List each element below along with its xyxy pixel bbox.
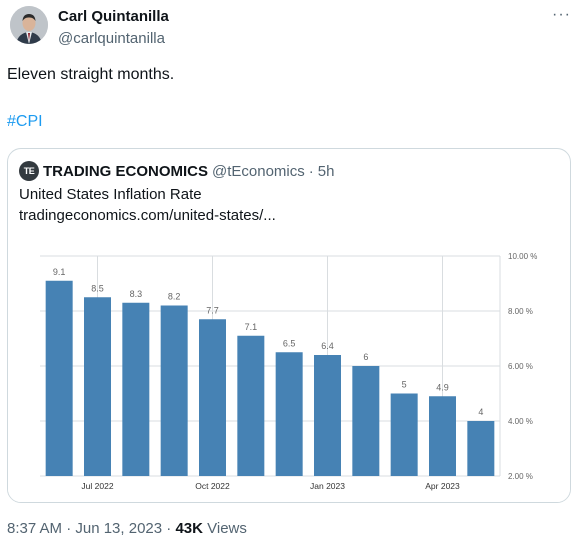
y-tick-label: 10.00 % <box>508 252 537 261</box>
quoted-tweet-header: TE TRADING ECONOMICS @tEconomics · 5h <box>19 161 334 181</box>
x-tick-label: Apr 2023 <box>425 481 460 491</box>
bar-value-label: 6.5 <box>283 338 296 348</box>
bar <box>199 319 226 476</box>
trading-economics-logo-icon: TE <box>19 161 39 181</box>
tweet-text: Eleven straight months. <box>7 66 175 83</box>
bar-value-label: 5 <box>402 380 407 390</box>
y-tick-label: 2.00 % <box>508 472 533 481</box>
bar <box>314 355 341 476</box>
author-display-name[interactable]: Carl Quintanilla <box>58 8 169 25</box>
y-tick-label: 6.00 % <box>508 362 533 371</box>
bar <box>352 366 380 476</box>
bar <box>275 352 303 476</box>
bar <box>237 335 265 476</box>
tweet-footer: 8:37 AM · Jun 13, 2023 · 43K Views <box>7 520 247 537</box>
bar <box>429 396 456 476</box>
quoted-separator: · <box>308 162 314 180</box>
bar-value-label: 7.7 <box>206 305 219 315</box>
bar-value-label: 7.1 <box>245 322 258 332</box>
quoted-time[interactable]: 5h <box>317 162 335 180</box>
hashtag-link[interactable]: #CPI <box>7 113 43 130</box>
quoted-author-handle[interactable]: @tEconomics <box>212 162 305 180</box>
quoted-tweet-card[interactable]: TE TRADING ECONOMICS @tEconomics · 5h Un… <box>7 148 571 503</box>
tweet-header: Carl Quintanilla @carlquintanilla ··· <box>10 6 573 48</box>
more-options-icon[interactable]: ··· <box>552 6 571 23</box>
bar-value-label: 8.3 <box>130 289 143 299</box>
bar-value-label: 9.1 <box>53 267 66 277</box>
bar <box>467 421 495 476</box>
bar <box>390 393 418 476</box>
bar-value-label: 6.4 <box>321 341 334 351</box>
quoted-author-name[interactable]: TRADING ECONOMICS <box>43 162 208 180</box>
bar <box>45 280 73 476</box>
x-tick-label: Jan 2023 <box>310 481 345 491</box>
bar <box>160 305 188 476</box>
bar-value-label: 8.2 <box>168 292 181 302</box>
bar-value-label: 4.9 <box>436 382 449 392</box>
quoted-text-title: United States Inflation Rate <box>19 186 202 203</box>
views-count: 43K <box>175 520 203 537</box>
y-tick-label: 8.00 % <box>508 307 533 316</box>
x-tick-label: Oct 2022 <box>195 481 230 491</box>
y-tick-label: 4.00 % <box>508 417 533 426</box>
author-names: Carl Quintanilla @carlquintanilla <box>58 8 169 49</box>
bar-value-label: 8.5 <box>91 283 104 293</box>
avatar[interactable] <box>10 6 48 44</box>
tweet-timestamp[interactable]: 8:37 AM · Jun 13, 2023 · <box>7 520 176 537</box>
bar-value-label: 4 <box>478 407 483 417</box>
x-tick-label: Jul 2022 <box>81 481 113 491</box>
bar <box>122 302 150 476</box>
quoted-text-link[interactable]: tradingeconomics.com/united-states/... <box>19 207 276 224</box>
views-label: Views <box>207 520 247 537</box>
chart-svg: 2.00 % 4.00 % 6.00 % 8.00 % 10.00 % 9.1 8.5 8.3… <box>40 252 537 491</box>
author-handle[interactable]: @carlquintanilla <box>58 30 165 47</box>
bar <box>84 297 111 476</box>
bar-value-label: 6 <box>363 352 368 362</box>
inflation-rate-chart: 2.00 % 4.00 % 6.00 % 8.00 % 10.00 % 9.1 8.5 8.3… <box>8 239 570 502</box>
